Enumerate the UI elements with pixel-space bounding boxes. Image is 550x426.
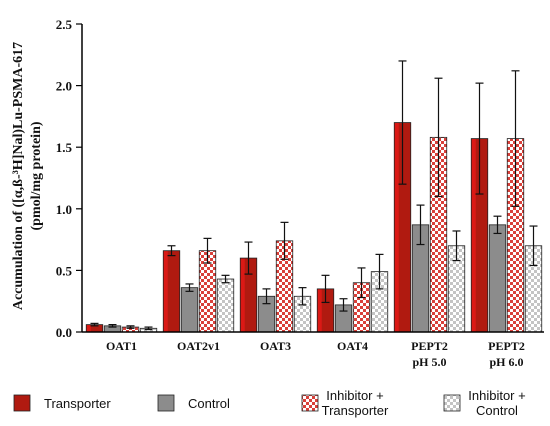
x-category-sublabel: pH 5.0 — [412, 355, 446, 369]
legend-item: Inhibitor +Control — [443, 388, 526, 418]
bar-highlight — [86, 325, 91, 332]
x-category-label: OAT3 — [260, 339, 291, 353]
y-tick-label: 2.5 — [56, 17, 73, 32]
bar-highlight — [394, 123, 399, 332]
error-bar — [144, 326, 153, 331]
legend-item: Transporter — [13, 394, 111, 412]
x-category-label: OAT4 — [337, 339, 368, 353]
error-bar — [475, 82, 484, 195]
error-bar — [339, 298, 348, 312]
bar-inhibitor-control-1 — [216, 278, 235, 333]
legend-swatch — [301, 394, 319, 412]
error-bar — [203, 237, 212, 264]
error-bar — [321, 274, 330, 304]
legend-item: Inhibitor +Transporter — [301, 388, 389, 418]
y-tick-label: 0.5 — [56, 263, 73, 278]
bar-highlight — [240, 258, 245, 332]
error-bar — [375, 253, 384, 290]
error-bar — [90, 322, 99, 327]
x-category-sublabel: pH 6.0 — [489, 355, 523, 369]
legend-swatch — [13, 394, 31, 412]
x-category-label: OAT1 — [106, 339, 137, 353]
legend-label: Control — [188, 396, 230, 411]
bar-highlight — [317, 289, 322, 332]
error-bar — [126, 325, 135, 329]
error-bars — [90, 60, 538, 331]
bars — [85, 122, 543, 333]
y-tick-label: 0.0 — [56, 325, 72, 340]
y-tick-label: 2.0 — [56, 79, 72, 94]
error-bar — [185, 283, 194, 292]
legend-label: Transporter — [44, 396, 111, 411]
axes — [81, 24, 544, 333]
legend-item: Control — [157, 394, 230, 412]
legend-swatch — [443, 394, 461, 412]
error-bar — [511, 70, 520, 207]
error-bar — [244, 241, 253, 275]
bar-control-5 — [488, 224, 507, 333]
bar-highlight — [163, 251, 168, 332]
legend-label-line1: Inhibitor + — [468, 388, 525, 403]
y-axis-label-line1: Accumulation of ([α,ß-³H]Nal)Lu-PSMA-617 — [11, 42, 26, 310]
error-bar — [357, 267, 366, 299]
error-bar — [108, 324, 117, 328]
error-bar — [167, 245, 176, 257]
bar-control-1 — [180, 287, 199, 333]
error-bar — [280, 221, 289, 260]
error-bar — [434, 77, 443, 198]
error-bar — [416, 204, 425, 246]
x-category-label: PEPT2 — [411, 339, 448, 353]
y-axis-label: Accumulation of ([α,ß-³H]Nal)Lu-PSMA-617… — [11, 42, 44, 310]
legend-label-line1: Inhibitor + — [326, 388, 383, 403]
error-bar — [529, 225, 538, 267]
y-axis-ticks: 0.0 0.5 1.0 1.5 2.0 2.5 — [56, 17, 82, 340]
error-bar — [262, 288, 271, 305]
error-bar — [221, 274, 230, 284]
error-bar — [298, 287, 307, 306]
error-bar — [493, 215, 502, 235]
x-category-label: PEPT2 — [488, 339, 525, 353]
bar-highlight — [471, 139, 476, 332]
legend-swatch — [157, 394, 175, 412]
y-axis-label-line2: (pmol/mg protein) — [29, 121, 44, 230]
x-category-label: OAT2v1 — [177, 339, 220, 353]
legend-label-line2: Transporter — [322, 403, 389, 418]
x-axis-category-labels: OAT1 OAT2v1 OAT3 OAT4 PEPT2 pH 5.0 PEPT2 pH 6.0 — [106, 339, 525, 369]
legend-label-line2: Control — [476, 403, 518, 418]
y-tick-label: 1.0 — [56, 202, 72, 217]
error-bar — [452, 230, 461, 262]
error-bar — [398, 60, 407, 185]
y-tick-label: 1.5 — [56, 140, 73, 155]
